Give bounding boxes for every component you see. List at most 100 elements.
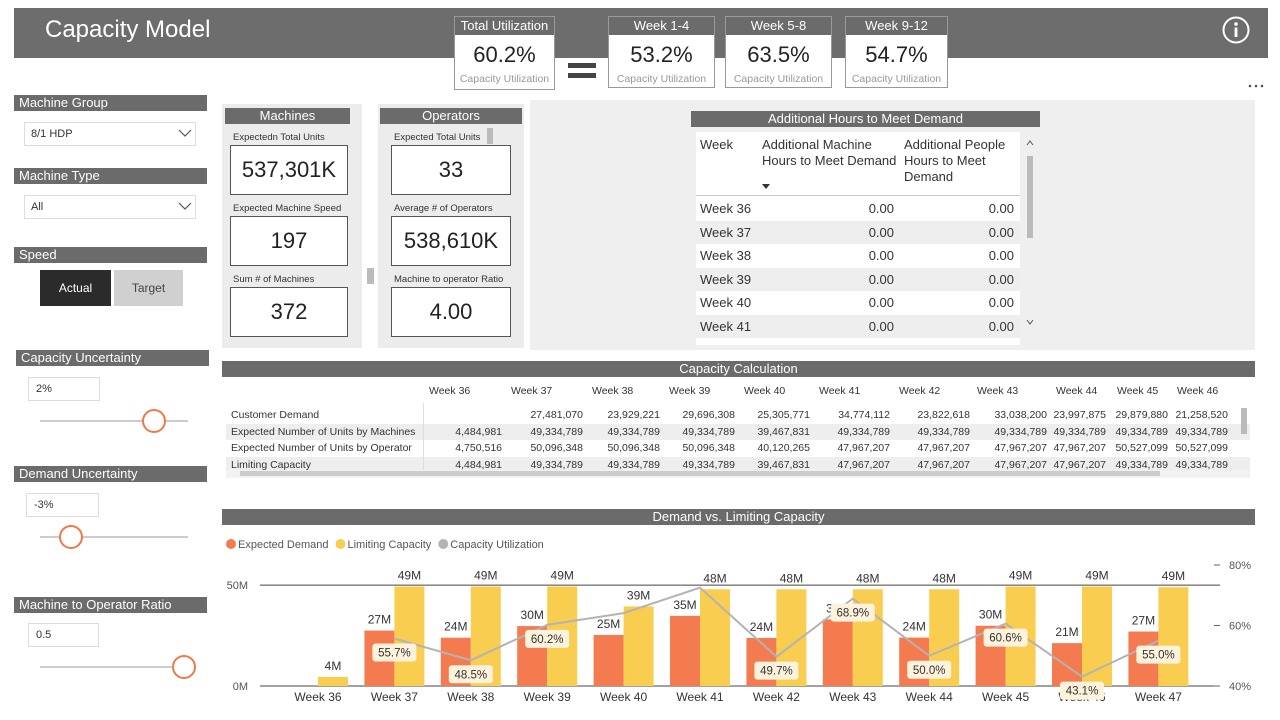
scrollbar[interactable] — [367, 268, 374, 284]
x-tick-label: Week 36 — [294, 690, 341, 704]
line-value-label: 55.0% — [1142, 650, 1175, 662]
bar-value-label: 48M — [856, 571, 879, 585]
value-input[interactable]: 2% — [28, 377, 100, 401]
bar-value-label: 27M — [1132, 614, 1155, 628]
table-cell: 49,334,789 — [994, 425, 1047, 438]
table-cell: 49,334,789 — [682, 425, 735, 438]
panel-header: Machines — [225, 108, 350, 124]
speed-button-active[interactable]: Actual — [40, 270, 111, 306]
bar-value-label: 49M — [474, 569, 497, 583]
column-header: Additional People Hours to Meet Demand — [904, 137, 1006, 184]
value-input[interactable]: 0.5 — [28, 623, 99, 647]
dropdown[interactable]: All — [24, 195, 196, 219]
table-cell: 0.00 — [868, 248, 894, 263]
table-cell: 49,334,789 — [530, 425, 583, 438]
card-label: Expectedn Total Units — [233, 132, 325, 143]
chart-title: Demand vs. Limiting Capacity — [222, 509, 1255, 525]
equals-icon — [568, 63, 596, 78]
table-cell: 23,822,618 — [917, 409, 970, 421]
slider-handle[interactable] — [172, 655, 196, 679]
table-cell: 49,334,789 — [1053, 425, 1106, 438]
v-scroll-thumb[interactable] — [1241, 408, 1247, 434]
x-tick-label: Week 40 — [600, 690, 647, 704]
equals-bar — [568, 63, 596, 68]
kpi-value: 54.7% — [865, 42, 928, 67]
label-background — [983, 628, 1028, 647]
row-label: Expected Number of Units by Operator — [231, 442, 412, 454]
table-cell: Week 36 — [700, 201, 752, 216]
panel-header: Additional Hours to Meet Demand — [691, 111, 1040, 127]
slider-handle[interactable] — [59, 525, 83, 549]
line-value-label: 49.7% — [760, 666, 793, 678]
line-value-label: 50.0% — [913, 665, 946, 677]
table-cell: 4,484,981 — [455, 458, 502, 471]
table-cell: 50,527,099 — [1175, 442, 1228, 454]
info-icon[interactable] — [1220, 14, 1252, 46]
column-header: Week — [700, 137, 733, 152]
column-header: Additional Machine Hours to Meet Demand — [762, 137, 897, 168]
x-tick-label: Week 42 — [753, 690, 800, 704]
table-cell: 47,967,207 — [917, 442, 970, 454]
dropdown[interactable]: 8/1 HDP — [24, 122, 196, 146]
slicer-header: Speed — [14, 247, 207, 263]
scrollbar[interactable] — [487, 128, 493, 144]
table-cell: 0.00 — [988, 318, 1014, 334]
bar-value-label: 24M — [444, 620, 467, 634]
table-cell: 50,527,099 — [1115, 442, 1168, 454]
slider-handle[interactable] — [142, 409, 166, 433]
table-cell: Week 37 — [700, 224, 752, 240]
bar-value-label: 49M — [1162, 569, 1185, 583]
chevron-line — [178, 202, 192, 210]
table-cell: 50,096,348 — [530, 442, 583, 454]
bar — [1052, 643, 1082, 686]
bar — [822, 619, 853, 686]
legend-marker — [335, 539, 346, 549]
row-shade — [226, 423, 1250, 440]
table-cell: 23,929,221 — [607, 409, 660, 421]
card-value: 538,610K — [391, 216, 511, 266]
table-scroll[interactable] — [1022, 136, 1038, 332]
table-cell: 39,467,831 — [757, 458, 810, 471]
card-label: Machine to operator Ratio — [394, 274, 504, 285]
table-cell: 21,258,520 — [1175, 409, 1228, 421]
kpi-caption: Capacity Utilization — [733, 73, 824, 85]
row-shade — [696, 220, 1020, 244]
label-background — [1136, 645, 1181, 664]
bar — [1082, 586, 1112, 686]
label-background — [907, 660, 952, 679]
card-label: Average # of Operators — [394, 203, 493, 214]
x-tick-label: Week 44 — [906, 690, 953, 704]
kpi-title: Total Utilization — [455, 17, 554, 35]
table-cell: 0.00 — [868, 201, 894, 216]
kpi-card: Total Utilization 60.2% Capacity Utilizati… — [454, 16, 555, 90]
legend-label: Expected Demand — [238, 539, 329, 551]
table-cell: Week 38 — [700, 248, 752, 263]
kpi-value: 63.5% — [747, 42, 810, 67]
kpi-card: Week 5-8 63.5% Capacity Utilization — [725, 16, 832, 88]
value-input[interactable]: -3% — [26, 493, 99, 517]
x-tick-label: Week 37 — [371, 690, 418, 704]
table-cell: 47,967,207 — [837, 442, 890, 454]
x-tick-label: Week 41 — [676, 690, 723, 704]
more-options[interactable] — [1247, 82, 1267, 90]
table-cell: Week 40 — [700, 295, 752, 310]
kpi-caption: Capacity Utilization — [459, 73, 550, 85]
panel-header: Operators — [380, 108, 522, 124]
bar-value-label: 4M — [325, 659, 342, 673]
line-value-label: 55.7% — [378, 648, 411, 660]
legend-marker — [438, 539, 449, 549]
row-label: Limiting Capacity — [231, 458, 311, 471]
table-cell: 0.00 — [868, 271, 894, 287]
table-cell: 33,038,200 — [994, 409, 1047, 421]
table-cell: 49,334,789 — [530, 458, 583, 471]
card-value: 372 — [230, 287, 348, 337]
bar-value-label: 48M — [780, 571, 803, 585]
column-header: Week 37 — [511, 385, 553, 397]
table-cell: 47,967,207 — [1053, 442, 1106, 454]
bar-value-label: 39M — [627, 588, 650, 602]
speed-button[interactable]: Target — [114, 270, 183, 306]
card-label: Sum # of Machines — [233, 274, 315, 285]
column-header: Week 39 — [669, 385, 711, 397]
slicer-header: Demand Uncertainty — [14, 466, 207, 482]
bar — [394, 586, 425, 686]
